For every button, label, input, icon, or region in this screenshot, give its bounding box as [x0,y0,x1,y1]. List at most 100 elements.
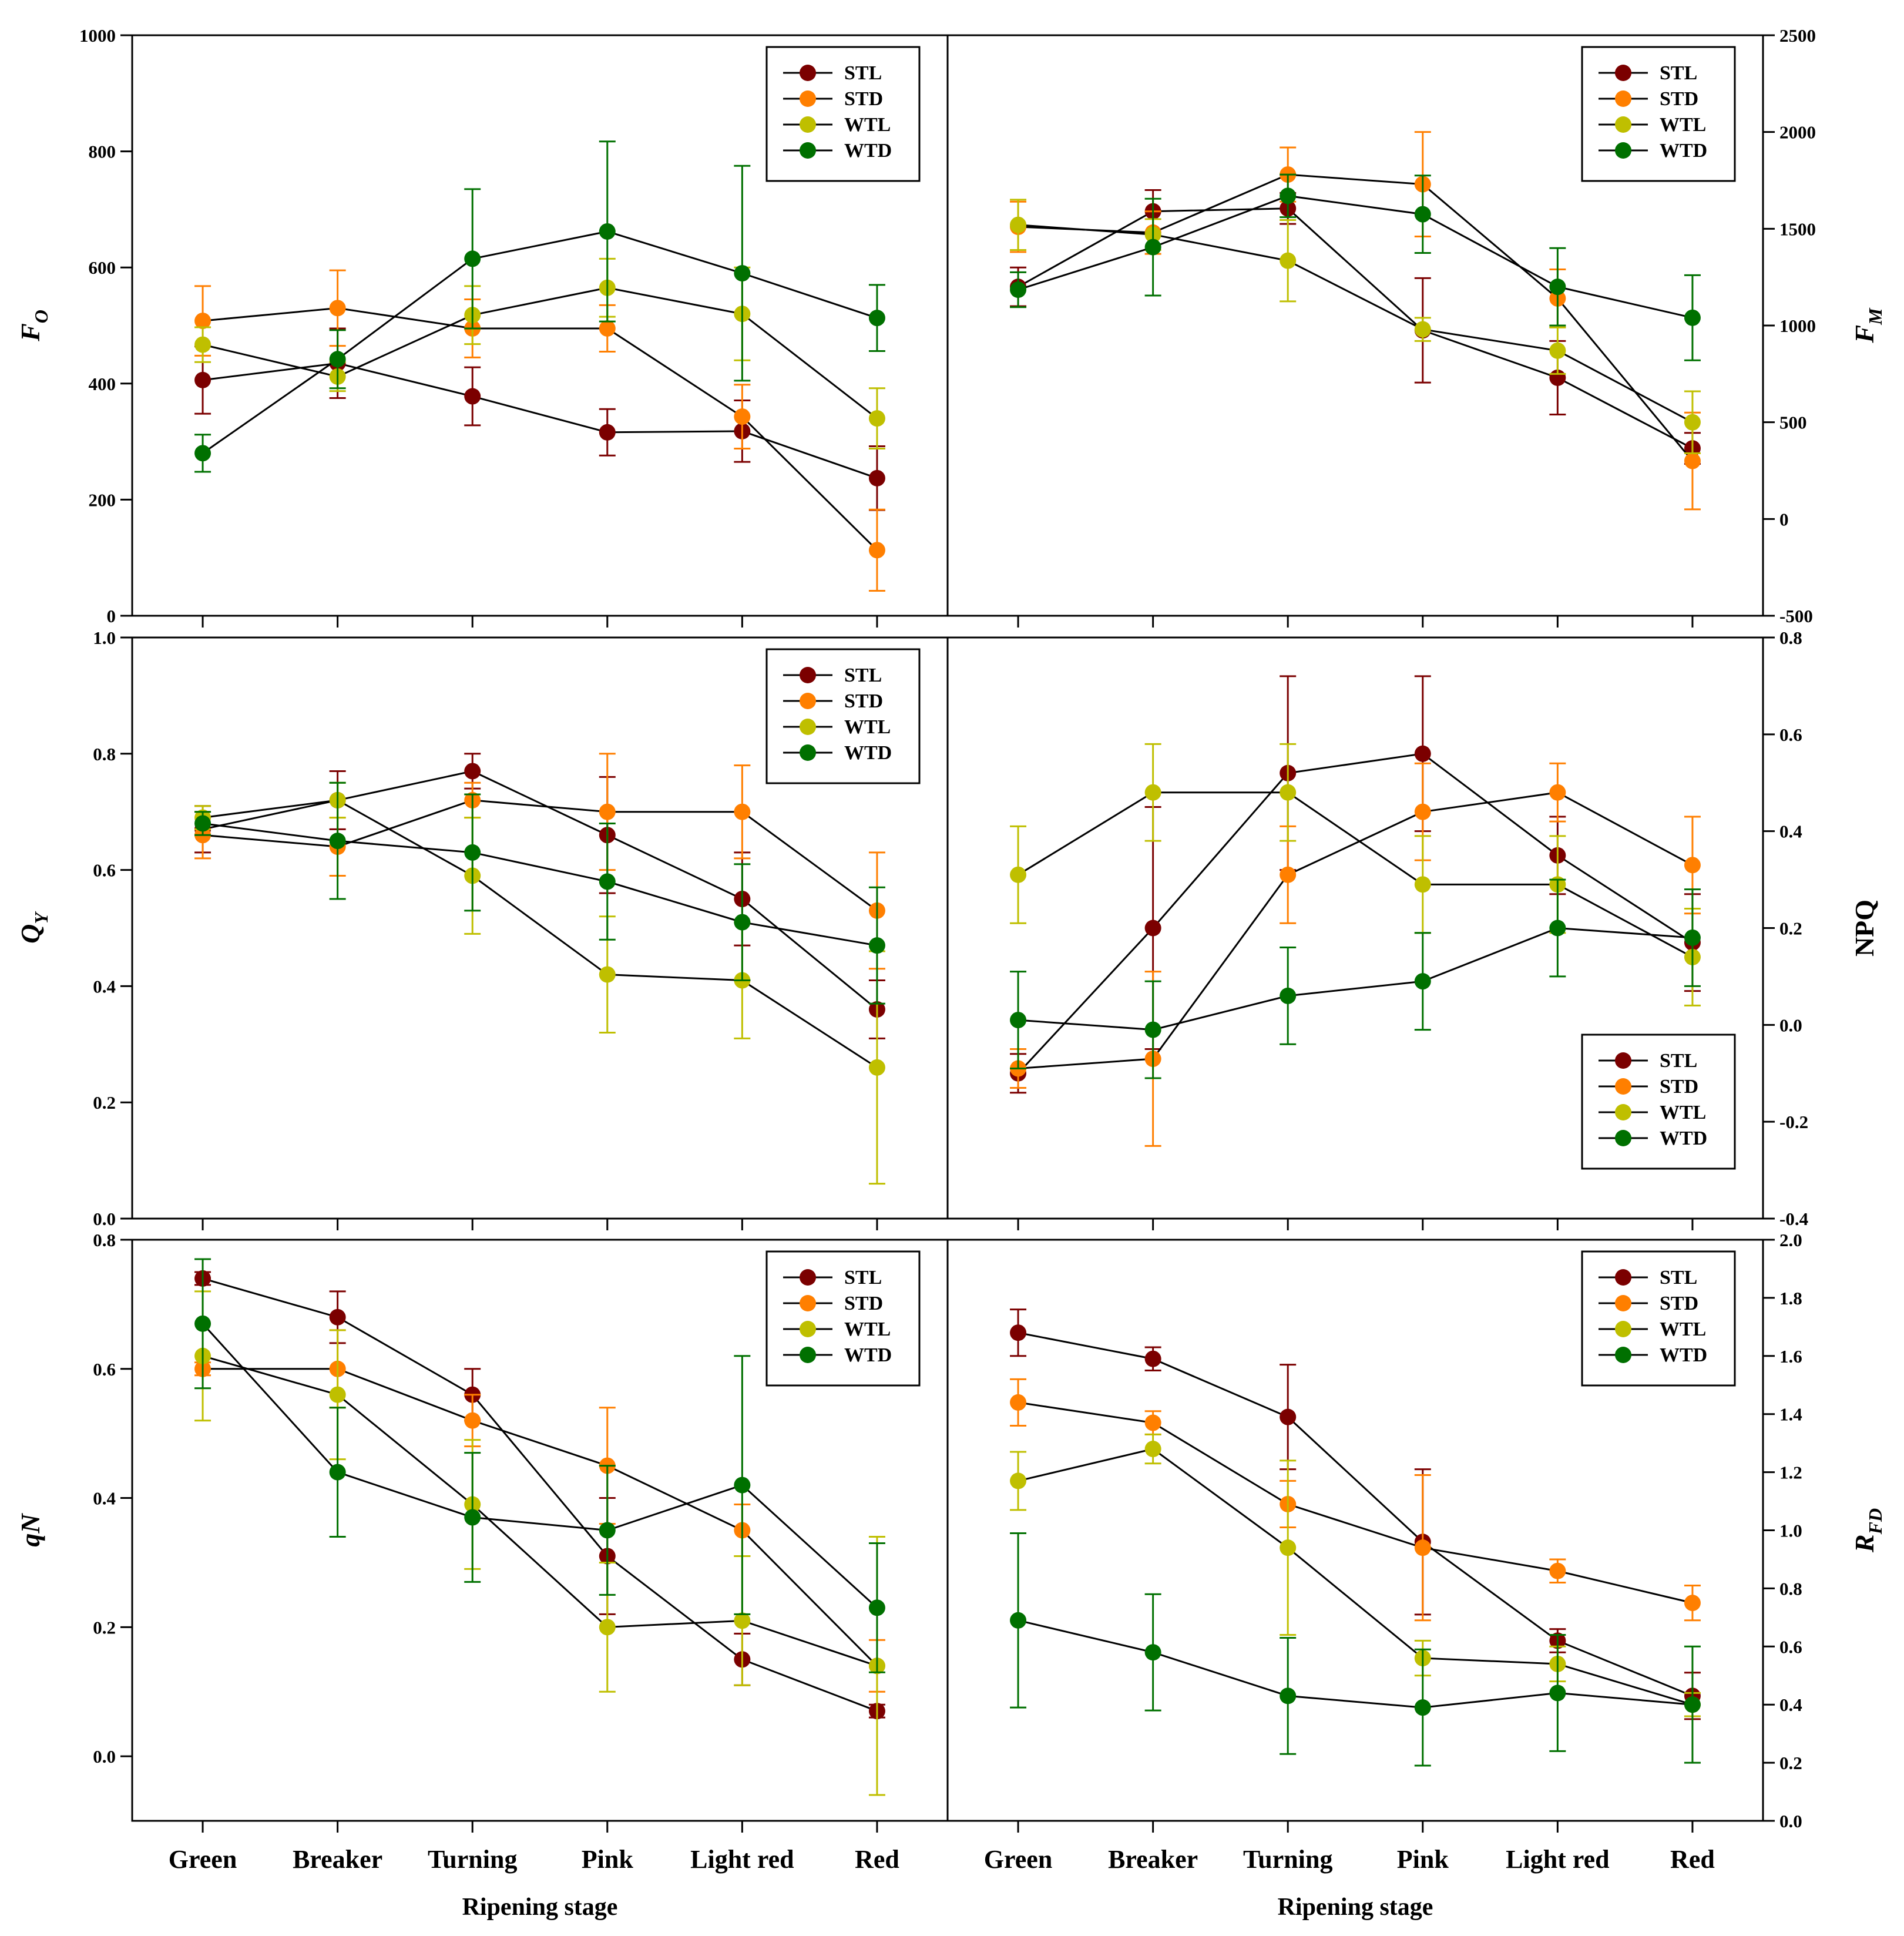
y-axis-title-main: F [1849,325,1879,344]
series-line [202,307,878,551]
data-point [1280,987,1297,1004]
y-tick-label: 0.0 [93,1209,116,1229]
data-point [734,914,751,931]
series-WTL [1010,743,1701,1006]
legend-label: WTD [1660,1128,1707,1149]
data-point [1549,1562,1566,1579]
data-point [464,250,481,267]
y-axis-title: qN [15,1513,45,1547]
data-point [194,371,211,388]
data-point [1414,206,1431,223]
series-STD [194,753,885,970]
y-tick-label: 0 [107,606,116,626]
legend-marker [800,744,816,761]
y-tick-label: 2.0 [1779,1230,1802,1250]
data-point [1684,1595,1701,1612]
data-point [1010,216,1027,233]
series-line [202,287,878,420]
legend: STL STD WTL WTD [1581,1034,1736,1170]
y-tick-label: 2000 [1779,122,1816,143]
y-axis-title-group: RFD [1849,1508,1886,1553]
data-point [599,223,616,240]
legend-label: WTD [844,140,892,162]
legend-marker [800,693,816,709]
series-WTD [1010,878,1701,1079]
legend-label: STL [844,62,882,84]
series-line [1018,1401,1693,1604]
y-axis-title-group: NPQ [1849,900,1879,957]
x-axis-title: Ripening stage [1278,1894,1433,1921]
x-tick-label: Turning [1243,1845,1332,1874]
data-point [329,300,346,317]
panel-fm: -500 0 500 1000 1500 2000 2500 FM STL STD WTL WTD [946,25,1886,628]
data-point [599,873,616,890]
data-point [1280,252,1297,269]
data-point [868,542,885,559]
legend-label: STL [1660,62,1697,84]
x-axis-title: Ripening stage [462,1894,618,1921]
legend-box [1581,1250,1736,1387]
series-line [202,230,878,454]
legend-marker [800,667,816,683]
series-WTD [194,1258,885,1673]
y-tick-label: 2500 [1779,25,1816,46]
data-point [194,1315,211,1332]
data-point [868,1059,885,1076]
data-point [329,1464,346,1481]
data-point [1414,803,1431,820]
series-line [203,1368,878,1667]
data-point [599,1522,616,1539]
data-point [1010,1394,1027,1411]
y-tick-label: 0.0 [1779,1015,1802,1035]
y-tick-label: 500 [1779,412,1807,433]
legend-marker [1615,1269,1631,1286]
data-point [1144,1414,1161,1431]
data-point [329,1386,346,1403]
data-point [464,388,481,405]
data-point [1414,876,1431,893]
data-point [194,313,211,330]
legend-box [765,46,921,182]
series-STL [194,327,885,511]
data-point [194,815,211,832]
y-tick-label: 1000 [79,25,116,46]
data-point [1549,342,1566,359]
data-point [868,469,885,486]
data-point [599,1619,616,1636]
legend-box [765,1250,921,1387]
series-STD [1010,1378,1701,1622]
y-tick-label: 0.4 [93,1488,116,1509]
series-WTD [194,781,885,1005]
legend-label: STL [1660,1267,1697,1289]
data-point [868,1599,885,1616]
y-tick-label: 0.6 [1779,1636,1802,1657]
y-axis-title: FM [1849,307,1886,344]
y-tick-label: 0.2 [1779,918,1802,939]
data-point [1144,1644,1161,1661]
series-line [1018,1619,1693,1709]
y-tick-label: 1.8 [1779,1288,1802,1308]
data-point [464,1412,481,1429]
data-point [1549,279,1566,296]
data-point [599,803,616,820]
legend: STL STD WTL WTD [1581,1250,1736,1387]
legend-box [765,648,921,784]
legend-marker [1615,1321,1631,1337]
data-point [1144,920,1161,937]
y-tick-label: 0.4 [1779,821,1802,842]
legend-marker [1615,65,1631,81]
series-WTL [1010,199,1701,454]
series-line [202,362,878,479]
panel-rfd: 0.0 0.2 0.4 0.6 0.8 1.0 1.2 1.4 1.6 1.8 2.0 Green Br… [946,1230,1886,1921]
x-tick-label: Pink [582,1845,634,1874]
data-point [1010,1612,1027,1629]
legend-label: STD [844,88,883,110]
legend-marker [800,1347,816,1363]
y-axis-title: QY [15,911,52,944]
y-tick-label: 0.4 [93,976,116,996]
y-tick-label: 0.4 [1779,1695,1802,1715]
series-line [1018,173,1694,462]
y-tick-label: 0.6 [1779,724,1802,745]
data-point [1280,187,1297,204]
